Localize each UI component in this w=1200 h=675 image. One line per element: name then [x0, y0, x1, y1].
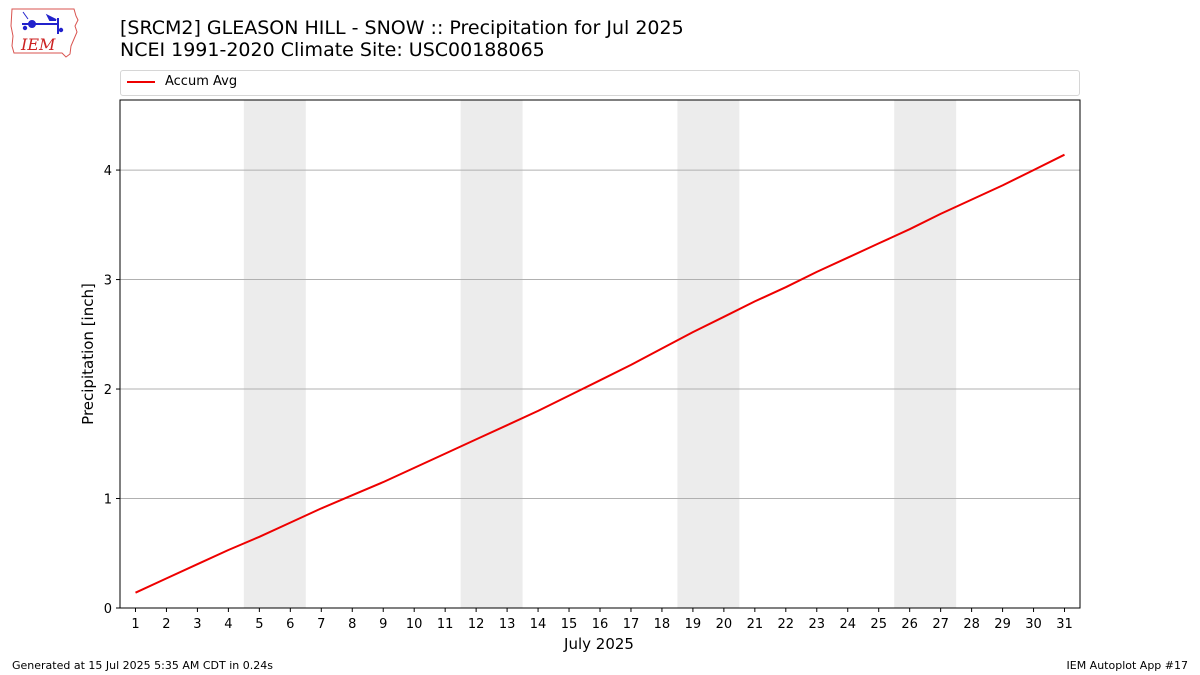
y-tick-label-2: 2 [104, 383, 112, 398]
y-gridlines [120, 169, 1080, 500]
iem-logo: IEM [10, 8, 79, 58]
x-tick-label-14: 14 [530, 617, 547, 632]
weekend-band-3 [894, 100, 957, 608]
weather-station-icon [22, 11, 64, 34]
chart-legend: Accum Avg [120, 70, 1080, 96]
chart-title-line1: [SRCM2] GLEASON HILL - SNOW :: Precipita… [120, 17, 684, 39]
y-tick-label-4: 4 [104, 164, 112, 179]
x-tick-label-6: 6 [286, 617, 294, 632]
y-tick-label-0: 0 [104, 602, 112, 617]
weekend-band-0 [243, 100, 306, 608]
y-axis-label: Precipitation [inch] [79, 283, 97, 425]
y-tick-label-3: 3 [104, 274, 112, 289]
weekend-band-2 [677, 100, 740, 608]
x-tick-label-11: 11 [437, 617, 454, 632]
series-line-accum-avg [135, 153, 1065, 594]
y-tick-label-1: 1 [104, 493, 112, 508]
x-tick-label-26: 26 [901, 617, 918, 632]
x-tick-label-19: 19 [685, 617, 702, 632]
x-tick-label-13: 13 [499, 617, 516, 632]
x-tick-label-3: 3 [193, 617, 201, 632]
x-tick-label-22: 22 [778, 617, 795, 632]
x-tick-label-5: 5 [255, 617, 263, 632]
x-tick-label-10: 10 [406, 617, 423, 632]
x-tick-label-30: 30 [1025, 617, 1042, 632]
x-tick-label-4: 4 [224, 617, 232, 632]
x-tick-label-27: 27 [932, 617, 949, 632]
x-tick-label-25: 25 [870, 617, 887, 632]
series-layer [135, 153, 1065, 594]
x-tick-label-15: 15 [561, 617, 578, 632]
footer-generated-text: Generated at 15 Jul 2025 5:35 AM CDT in … [12, 659, 273, 672]
iowa-outline-icon [10, 8, 79, 58]
x-axis-ticks: 1 2 3 4 5 6 7 8 9 10 11 12 13 14 15 16 17 18 19 20 21 22 23 24 2… [131, 608, 1073, 632]
x-axis-label: July 2025 [563, 635, 634, 653]
legend-label-accum-avg: Accum Avg [165, 74, 238, 89]
x-tick-label-18: 18 [654, 617, 671, 632]
x-tick-label-8: 8 [348, 617, 356, 632]
weekend-bands [243, 100, 957, 608]
x-tick-label-24: 24 [839, 617, 856, 632]
weekend-band-1 [460, 100, 523, 608]
x-tick-label-9: 9 [379, 617, 387, 632]
y-axis-ticks: 0 1 2 3 4 [104, 164, 120, 617]
x-tick-label-23: 23 [809, 617, 826, 632]
x-tick-label-17: 17 [623, 617, 640, 632]
x-tick-label-20: 20 [716, 617, 733, 632]
x-tick-label-31: 31 [1056, 617, 1073, 632]
x-tick-label-1: 1 [131, 617, 139, 632]
footer-app-label: IEM Autoplot App #17 [1066, 659, 1189, 672]
chart-title-line2: NCEI 1991-2020 Climate Site: USC00188065 [120, 39, 545, 61]
x-tick-label-29: 29 [994, 617, 1011, 632]
logo-text: IEM [20, 35, 56, 54]
x-tick-label-12: 12 [468, 617, 485, 632]
legend-swatch-accum-avg [127, 81, 155, 83]
x-tick-label-28: 28 [963, 617, 980, 632]
x-tick-label-16: 16 [592, 617, 609, 632]
x-tick-label-7: 7 [317, 617, 325, 632]
x-tick-label-21: 21 [747, 617, 764, 632]
x-tick-label-2: 2 [162, 617, 170, 632]
